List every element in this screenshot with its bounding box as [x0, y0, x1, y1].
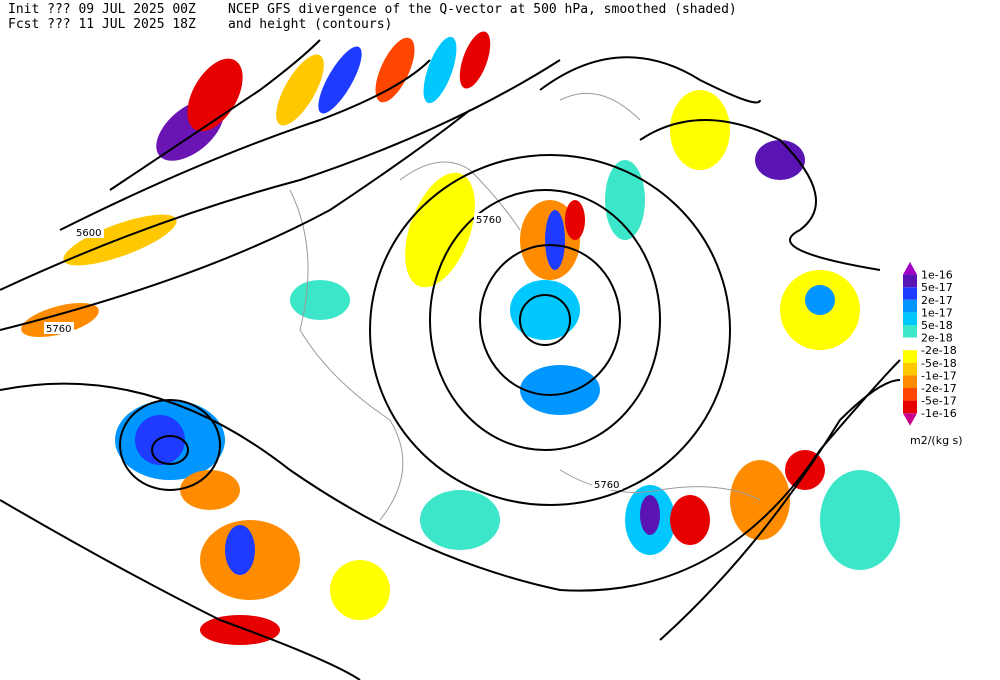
legend-swatch: [903, 362, 917, 376]
legend-swatch: [903, 274, 917, 288]
legend-label: -2e-17: [921, 382, 957, 395]
coastlines: [289, 92, 761, 521]
legend-label: 5e-18: [921, 319, 953, 332]
legend-swatch: [903, 287, 917, 300]
contour-label-bg: [44, 322, 74, 334]
shading: [21, 31, 900, 645]
contour-labels: 5600 5760 5760 5760: [44, 213, 622, 491]
legend-swatch: [903, 312, 917, 325]
legend-arrow: [903, 413, 917, 426]
contour-label-bg: [592, 478, 622, 490]
legend-label: -1e-16: [921, 407, 957, 420]
legend-label: 5e-17: [921, 281, 953, 294]
color-legend: m2/(kg s) 1e-165e-172e-171e-175e-182e-18…: [903, 262, 963, 447]
legend-label: 2e-18: [921, 332, 953, 345]
init-time: Init ??? 09 JUL 2025 00Z: [8, 2, 196, 17]
legend-swatch: [903, 299, 917, 313]
legend-swatch: [903, 337, 917, 351]
contour-label: 5760: [476, 215, 501, 226]
map-title: NCEP GFS divergence of the Q-vector at 5…: [228, 2, 737, 17]
legend-swatch: [903, 388, 917, 401]
legend-label: -2e-18: [921, 344, 957, 357]
legend-swatch: [903, 350, 917, 363]
legend-arrow: [903, 262, 917, 275]
contour-label-bg: [474, 213, 504, 225]
contour-label: 5600: [76, 228, 101, 239]
forecast-time: Fcst ??? 11 JUL 2025 18Z: [8, 17, 196, 32]
height-contours: [0, 39, 901, 680]
legend-swatch: [903, 400, 917, 414]
legend-units: m2/(kg s): [910, 434, 963, 447]
legend-swatch: [903, 375, 917, 388]
map-subtitle: and height (contours): [228, 17, 392, 32]
legend-label: 2e-17: [921, 294, 953, 307]
legend-label: -5e-17: [921, 395, 957, 408]
legend-label: 1e-16: [921, 269, 953, 282]
contour-label: 5760: [46, 324, 71, 335]
contour-label: 5760: [594, 480, 619, 491]
legend-label: 1e-17: [921, 306, 953, 319]
legend-label: -5e-18: [921, 357, 957, 370]
legend-swatch: [903, 325, 917, 338]
contour-label-bg: [74, 226, 104, 238]
legend-label: -1e-17: [921, 369, 957, 382]
